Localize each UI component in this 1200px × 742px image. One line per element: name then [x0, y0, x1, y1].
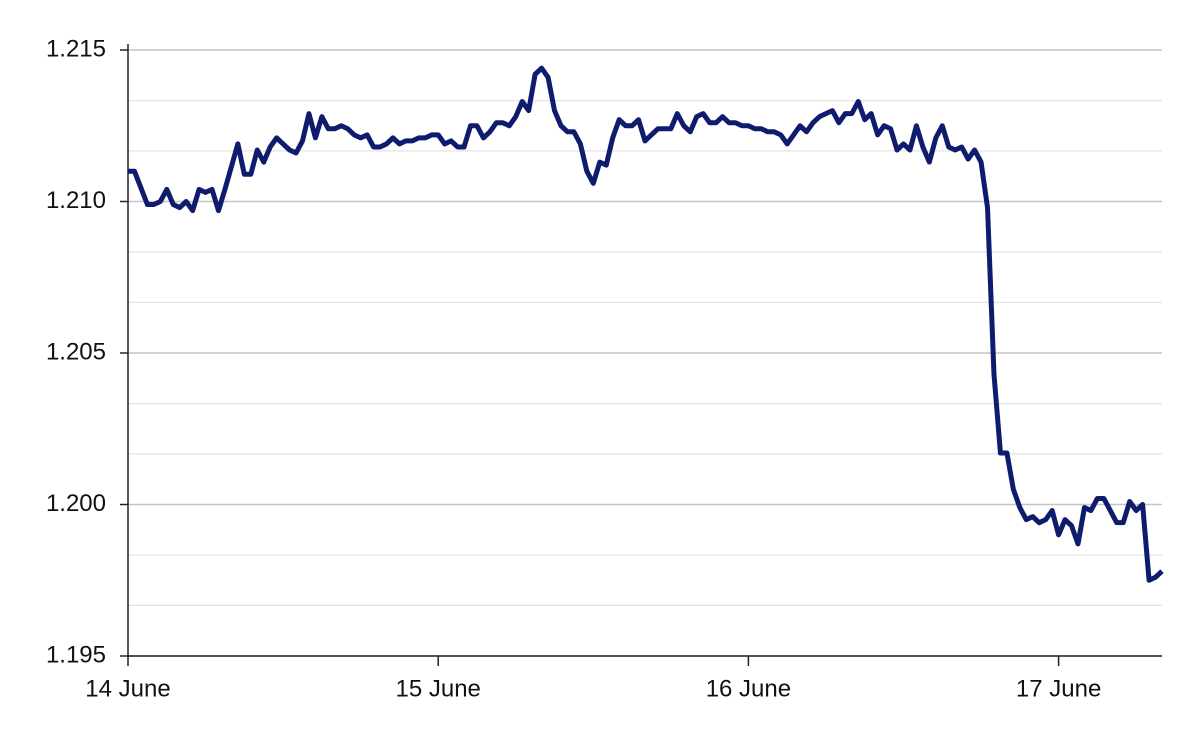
x-tick-label: 15 June: [395, 675, 480, 702]
x-tick-label: 16 June: [706, 675, 791, 702]
x-tick-label: 14 June: [85, 675, 170, 702]
y-tick-label: 1.205: [46, 338, 106, 365]
y-tick-label: 1.215: [46, 35, 106, 62]
y-tick-label: 1.200: [46, 490, 106, 517]
y-tick-label: 1.210: [46, 187, 106, 214]
line-series: [128, 65, 1164, 583]
y-tick-label: 1.195: [46, 641, 106, 668]
x-tick-label: 17 June: [1016, 675, 1101, 702]
